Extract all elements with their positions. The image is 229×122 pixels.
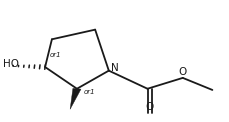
Text: O: O — [145, 102, 154, 112]
Polygon shape — [70, 88, 81, 109]
Text: HO: HO — [3, 59, 19, 69]
Text: or1: or1 — [84, 89, 95, 95]
Text: N: N — [111, 63, 118, 73]
Text: or1: or1 — [50, 52, 61, 58]
Text: O: O — [179, 67, 187, 77]
